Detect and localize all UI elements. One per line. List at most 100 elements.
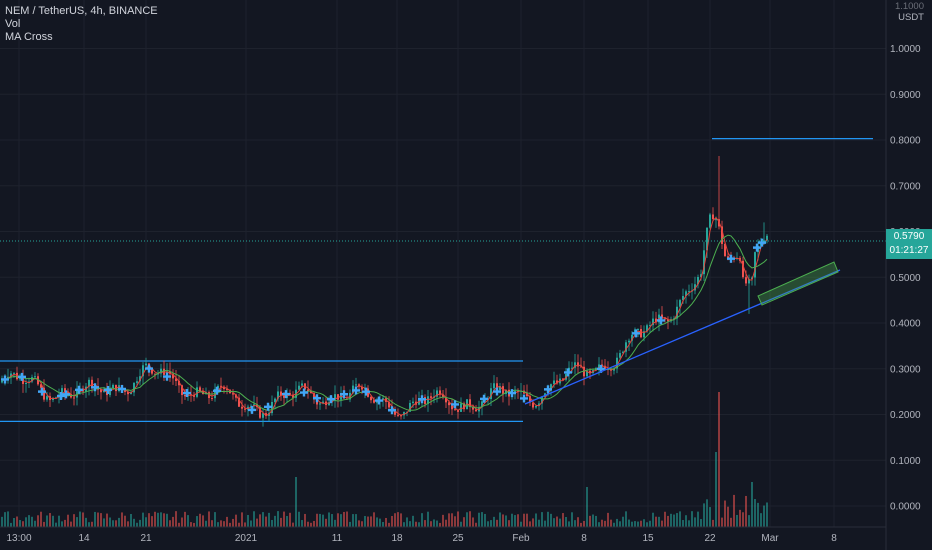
volume-bar bbox=[394, 513, 396, 527]
candle-body bbox=[712, 214, 714, 220]
volume-bar bbox=[295, 477, 297, 527]
volume-bar bbox=[547, 511, 549, 527]
candle-body bbox=[400, 415, 402, 417]
volume-bar bbox=[127, 521, 129, 527]
volume-bar bbox=[739, 509, 741, 527]
volume-bar bbox=[733, 494, 735, 527]
candle-body bbox=[649, 325, 651, 327]
candle-body bbox=[430, 396, 432, 398]
cross-marker bbox=[62, 390, 70, 399]
volume-bar bbox=[685, 515, 687, 527]
candle-body bbox=[397, 414, 399, 416]
candle-body bbox=[541, 396, 543, 404]
candle-body bbox=[322, 401, 324, 404]
candle-body bbox=[382, 398, 384, 400]
candle-body bbox=[556, 380, 558, 384]
candle-body bbox=[532, 402, 534, 408]
time-tick-label: 21 bbox=[140, 533, 152, 544]
volume-bar bbox=[130, 513, 132, 527]
volume-bar bbox=[328, 512, 330, 527]
volume-bar bbox=[514, 515, 516, 527]
time-tick-label: 13:00 bbox=[6, 533, 31, 544]
volume-bar bbox=[31, 516, 33, 527]
volume-bar bbox=[544, 520, 546, 527]
candle-body bbox=[490, 388, 492, 399]
candle-body bbox=[394, 410, 396, 415]
candle-body bbox=[193, 395, 195, 397]
candle-body bbox=[91, 379, 93, 388]
candle-body bbox=[703, 250, 705, 275]
volume-bar bbox=[157, 512, 159, 527]
volume-bar bbox=[145, 517, 147, 527]
candle-body bbox=[553, 380, 555, 385]
candle-body bbox=[475, 409, 477, 412]
volume-bar bbox=[754, 499, 756, 527]
volume-bar bbox=[460, 521, 462, 527]
candle-body bbox=[724, 243, 726, 257]
volume-bar bbox=[163, 513, 165, 527]
volume-bar bbox=[679, 511, 681, 527]
volume-bar bbox=[703, 503, 705, 527]
candle-body bbox=[133, 382, 135, 393]
cross-marker bbox=[480, 394, 488, 403]
candle-body bbox=[493, 383, 495, 389]
volume-bar bbox=[574, 520, 576, 527]
candle-body bbox=[529, 396, 531, 403]
candle-body bbox=[163, 368, 165, 375]
volume-bar bbox=[478, 512, 480, 527]
volume-bar bbox=[112, 520, 114, 527]
volume-bar bbox=[16, 516, 18, 527]
candle-body bbox=[643, 331, 645, 338]
volume-bar bbox=[673, 514, 675, 527]
volume-bar bbox=[481, 512, 483, 527]
indicator-ma-cross-label[interactable]: MA Cross bbox=[5, 31, 53, 43]
volume-bar bbox=[322, 514, 324, 527]
volume-bar bbox=[421, 513, 423, 527]
volume-bar bbox=[40, 511, 42, 527]
cross-marker bbox=[753, 243, 761, 252]
volume-bar bbox=[79, 511, 81, 527]
candle-body bbox=[196, 387, 198, 397]
volume-bar bbox=[124, 515, 126, 527]
volume-bar bbox=[388, 522, 390, 527]
candle-body bbox=[355, 384, 357, 386]
candle-body bbox=[664, 318, 666, 320]
price-axis-unit: 1.1000 USDT bbox=[895, 1, 924, 23]
moving-averages bbox=[1, 216, 768, 417]
volume-bar bbox=[169, 520, 171, 527]
candle-body bbox=[169, 371, 171, 374]
volume-bar bbox=[70, 521, 72, 527]
time-axis[interactable]: 13:00 14 21 2021 11 18 25 Feb 8 15 22 Mar 8 bbox=[6, 533, 837, 544]
volume-bar bbox=[34, 520, 36, 527]
volume-bar bbox=[4, 512, 6, 527]
candle-body bbox=[298, 385, 300, 390]
indicator-vol-label[interactable]: Vol bbox=[5, 18, 21, 30]
candle-body bbox=[154, 373, 156, 375]
volume-bar bbox=[259, 514, 261, 527]
drawings-front[interactable] bbox=[524, 261, 841, 405]
cross-marker bbox=[340, 390, 348, 399]
volume-bar bbox=[121, 512, 123, 527]
volume-bar bbox=[352, 514, 354, 527]
volume-bar bbox=[409, 521, 411, 527]
volume-bar bbox=[172, 516, 174, 527]
candle-body bbox=[178, 380, 180, 386]
candle-body bbox=[88, 379, 90, 387]
volume-bar bbox=[718, 392, 720, 527]
cross-marker bbox=[451, 400, 459, 409]
volume-bar bbox=[448, 513, 450, 527]
price-tick-label: 0.2000 bbox=[890, 410, 921, 421]
cross-marker bbox=[758, 238, 766, 247]
volume-bar bbox=[175, 511, 177, 527]
candle-body bbox=[241, 406, 243, 409]
volume-bar bbox=[721, 517, 723, 527]
drawings[interactable] bbox=[0, 138, 873, 422]
volume-bar bbox=[427, 511, 429, 527]
volume-bar bbox=[439, 522, 441, 527]
symbol-title[interactable]: NEM / TetherUS, 4h, BINANCE bbox=[5, 5, 158, 17]
volume-bar bbox=[100, 513, 102, 527]
time-tick-label: 8 bbox=[831, 533, 837, 544]
volume-bar bbox=[742, 512, 744, 527]
volume-bar bbox=[550, 513, 552, 527]
